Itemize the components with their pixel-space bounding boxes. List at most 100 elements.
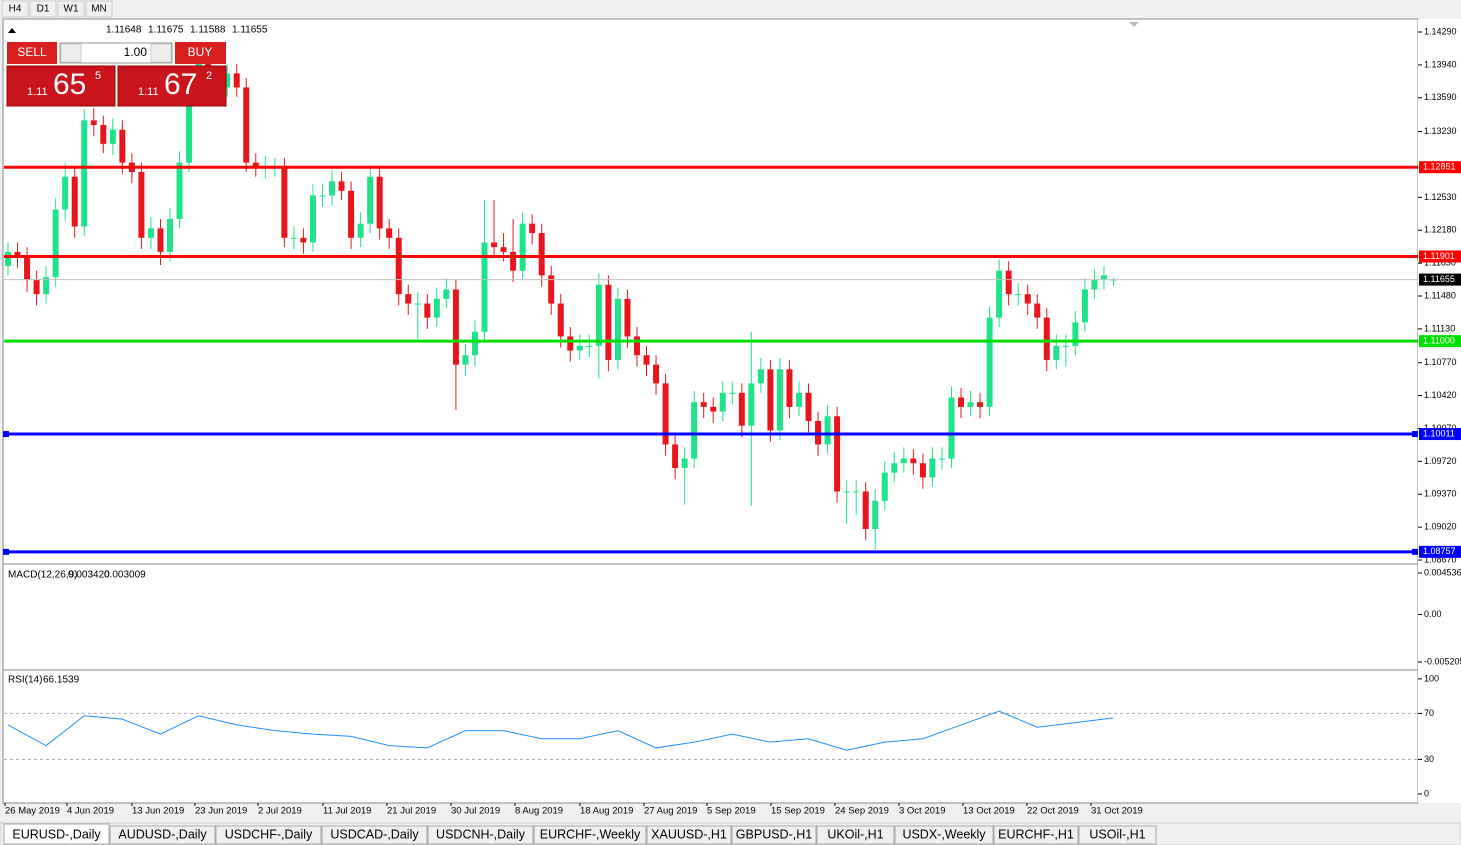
candle-body xyxy=(1091,280,1098,290)
tab[interactable] xyxy=(731,825,817,845)
tab-label[interactable]: USDX-,Weekly xyxy=(902,827,986,841)
lot-up[interactable] xyxy=(150,43,172,63)
lot-box[interactable] xyxy=(59,42,173,64)
candle-body xyxy=(853,491,860,493)
candle-body xyxy=(309,195,316,243)
candle-body xyxy=(595,284,602,346)
buy-price-big: 1.11 xyxy=(138,86,159,98)
timeframe-button[interactable] xyxy=(29,0,57,18)
candle-body xyxy=(1062,345,1069,347)
candle-body xyxy=(948,397,955,459)
buy-label[interactable]: BUY xyxy=(188,45,213,59)
candle-body xyxy=(157,228,164,252)
candle-body xyxy=(243,87,250,163)
candle-body xyxy=(681,458,688,468)
candle-body xyxy=(729,392,736,394)
level-label-box xyxy=(1419,335,1461,348)
candle-body xyxy=(186,92,193,163)
level-handle xyxy=(1412,431,1418,438)
y-tick-label: 1.12530 xyxy=(1424,192,1457,202)
tab[interactable] xyxy=(109,825,216,845)
tab-label[interactable]: USDCNH-,Daily xyxy=(436,827,526,841)
timeframe-label[interactable]: D1 xyxy=(37,4,50,15)
candle-body xyxy=(700,402,707,407)
tab-label[interactable]: UKOil-,H1 xyxy=(827,827,883,841)
x-tick-label: 21 Jul 2019 xyxy=(387,806,436,817)
lot-value[interactable]: 1.00 xyxy=(124,45,148,59)
sell-price-box[interactable] xyxy=(6,65,116,107)
candle-body xyxy=(138,172,145,238)
tab-label[interactable]: AUDUSD-,Daily xyxy=(118,827,207,841)
x-tick-label: 30 Jul 2019 xyxy=(451,806,500,817)
candle-body xyxy=(395,237,402,295)
buy-button[interactable] xyxy=(175,42,226,64)
sell-button[interactable] xyxy=(7,42,57,64)
y-tick-label: 0.004536 xyxy=(1424,567,1461,577)
candle-body xyxy=(748,383,755,426)
buy-price-frac: 2 xyxy=(206,70,212,82)
tab[interactable] xyxy=(215,825,322,845)
y-tick-label: 1.11830 xyxy=(1424,258,1456,268)
level-label-box xyxy=(1419,250,1461,263)
candle-body xyxy=(805,392,812,421)
candle-body xyxy=(958,397,964,407)
level-label: 1.08757 xyxy=(1423,546,1456,556)
tab[interactable] xyxy=(993,825,1079,845)
x-tick-label: 13 Jun 2019 xyxy=(132,806,184,817)
tab-label[interactable]: GBPUSD-,H1 xyxy=(736,827,812,841)
tab[interactable] xyxy=(646,825,732,845)
timeframe-label[interactable]: W1 xyxy=(64,4,79,15)
candle-body xyxy=(252,162,259,168)
tab-label[interactable]: USDCHF-,Daily xyxy=(225,827,313,841)
y-tick-label: 1.10770 xyxy=(1424,357,1457,367)
timeframe-button[interactable] xyxy=(1,0,29,18)
lot-down[interactable] xyxy=(60,43,82,63)
candle-body xyxy=(576,345,583,351)
tab[interactable] xyxy=(894,825,994,845)
candle-body xyxy=(71,176,78,227)
rsi-name: RSI(14) xyxy=(8,675,42,686)
x-tick-label: 27 Aug 2019 xyxy=(644,806,697,817)
tab-label[interactable]: XAUUSD-,H1 xyxy=(651,827,727,841)
tab-label[interactable]: USOil-,H1 xyxy=(1089,827,1145,841)
candle-body xyxy=(862,491,869,530)
candle-body xyxy=(1053,345,1060,360)
candle-body xyxy=(5,251,11,266)
tab-label[interactable]: EURCHF-,Weekly xyxy=(540,827,641,841)
timeframe-button[interactable] xyxy=(57,0,85,18)
tab[interactable] xyxy=(816,825,895,845)
candle-body xyxy=(1015,294,1022,296)
tab-label[interactable]: EURCHF-,H1 xyxy=(998,827,1074,841)
x-tick-label: 18 Aug 2019 xyxy=(580,806,633,817)
candle-body xyxy=(319,195,326,197)
tab[interactable] xyxy=(321,825,428,845)
buy-price-box[interactable] xyxy=(117,65,227,107)
tab[interactable] xyxy=(533,825,647,845)
timeframe-label[interactable]: MN xyxy=(91,4,107,15)
candle-body xyxy=(52,209,59,278)
x-tick-label: 3 Oct 2019 xyxy=(899,806,945,817)
candle-body xyxy=(1081,289,1088,323)
collapse-icon xyxy=(8,28,16,33)
tab-label[interactable]: EURUSD-,Daily xyxy=(12,827,101,841)
y-tick-label: 1.13590 xyxy=(1424,92,1457,102)
ohlc-value: 1.11648 xyxy=(106,25,142,36)
timeframe-button[interactable] xyxy=(85,0,113,18)
macd-value: 0.003009 xyxy=(104,570,146,581)
candle-body xyxy=(376,176,383,229)
candle-body xyxy=(281,167,288,238)
candle-body xyxy=(643,355,650,365)
timeframe-label[interactable]: H4 xyxy=(9,4,22,15)
candle-body xyxy=(795,392,802,407)
candle-body xyxy=(986,317,993,407)
candle-body xyxy=(738,392,745,426)
tab-label[interactable]: USDCAD-,Daily xyxy=(330,827,419,841)
tab[interactable] xyxy=(3,823,110,845)
y-tick-label: 1.10420 xyxy=(1424,390,1457,400)
tab[interactable] xyxy=(1078,825,1157,845)
candle-body xyxy=(329,181,336,196)
tab[interactable] xyxy=(427,825,534,845)
ohlc-value: 1.11588 xyxy=(190,25,226,36)
sell-label[interactable]: SELL xyxy=(17,45,47,59)
candle-body xyxy=(586,345,593,347)
